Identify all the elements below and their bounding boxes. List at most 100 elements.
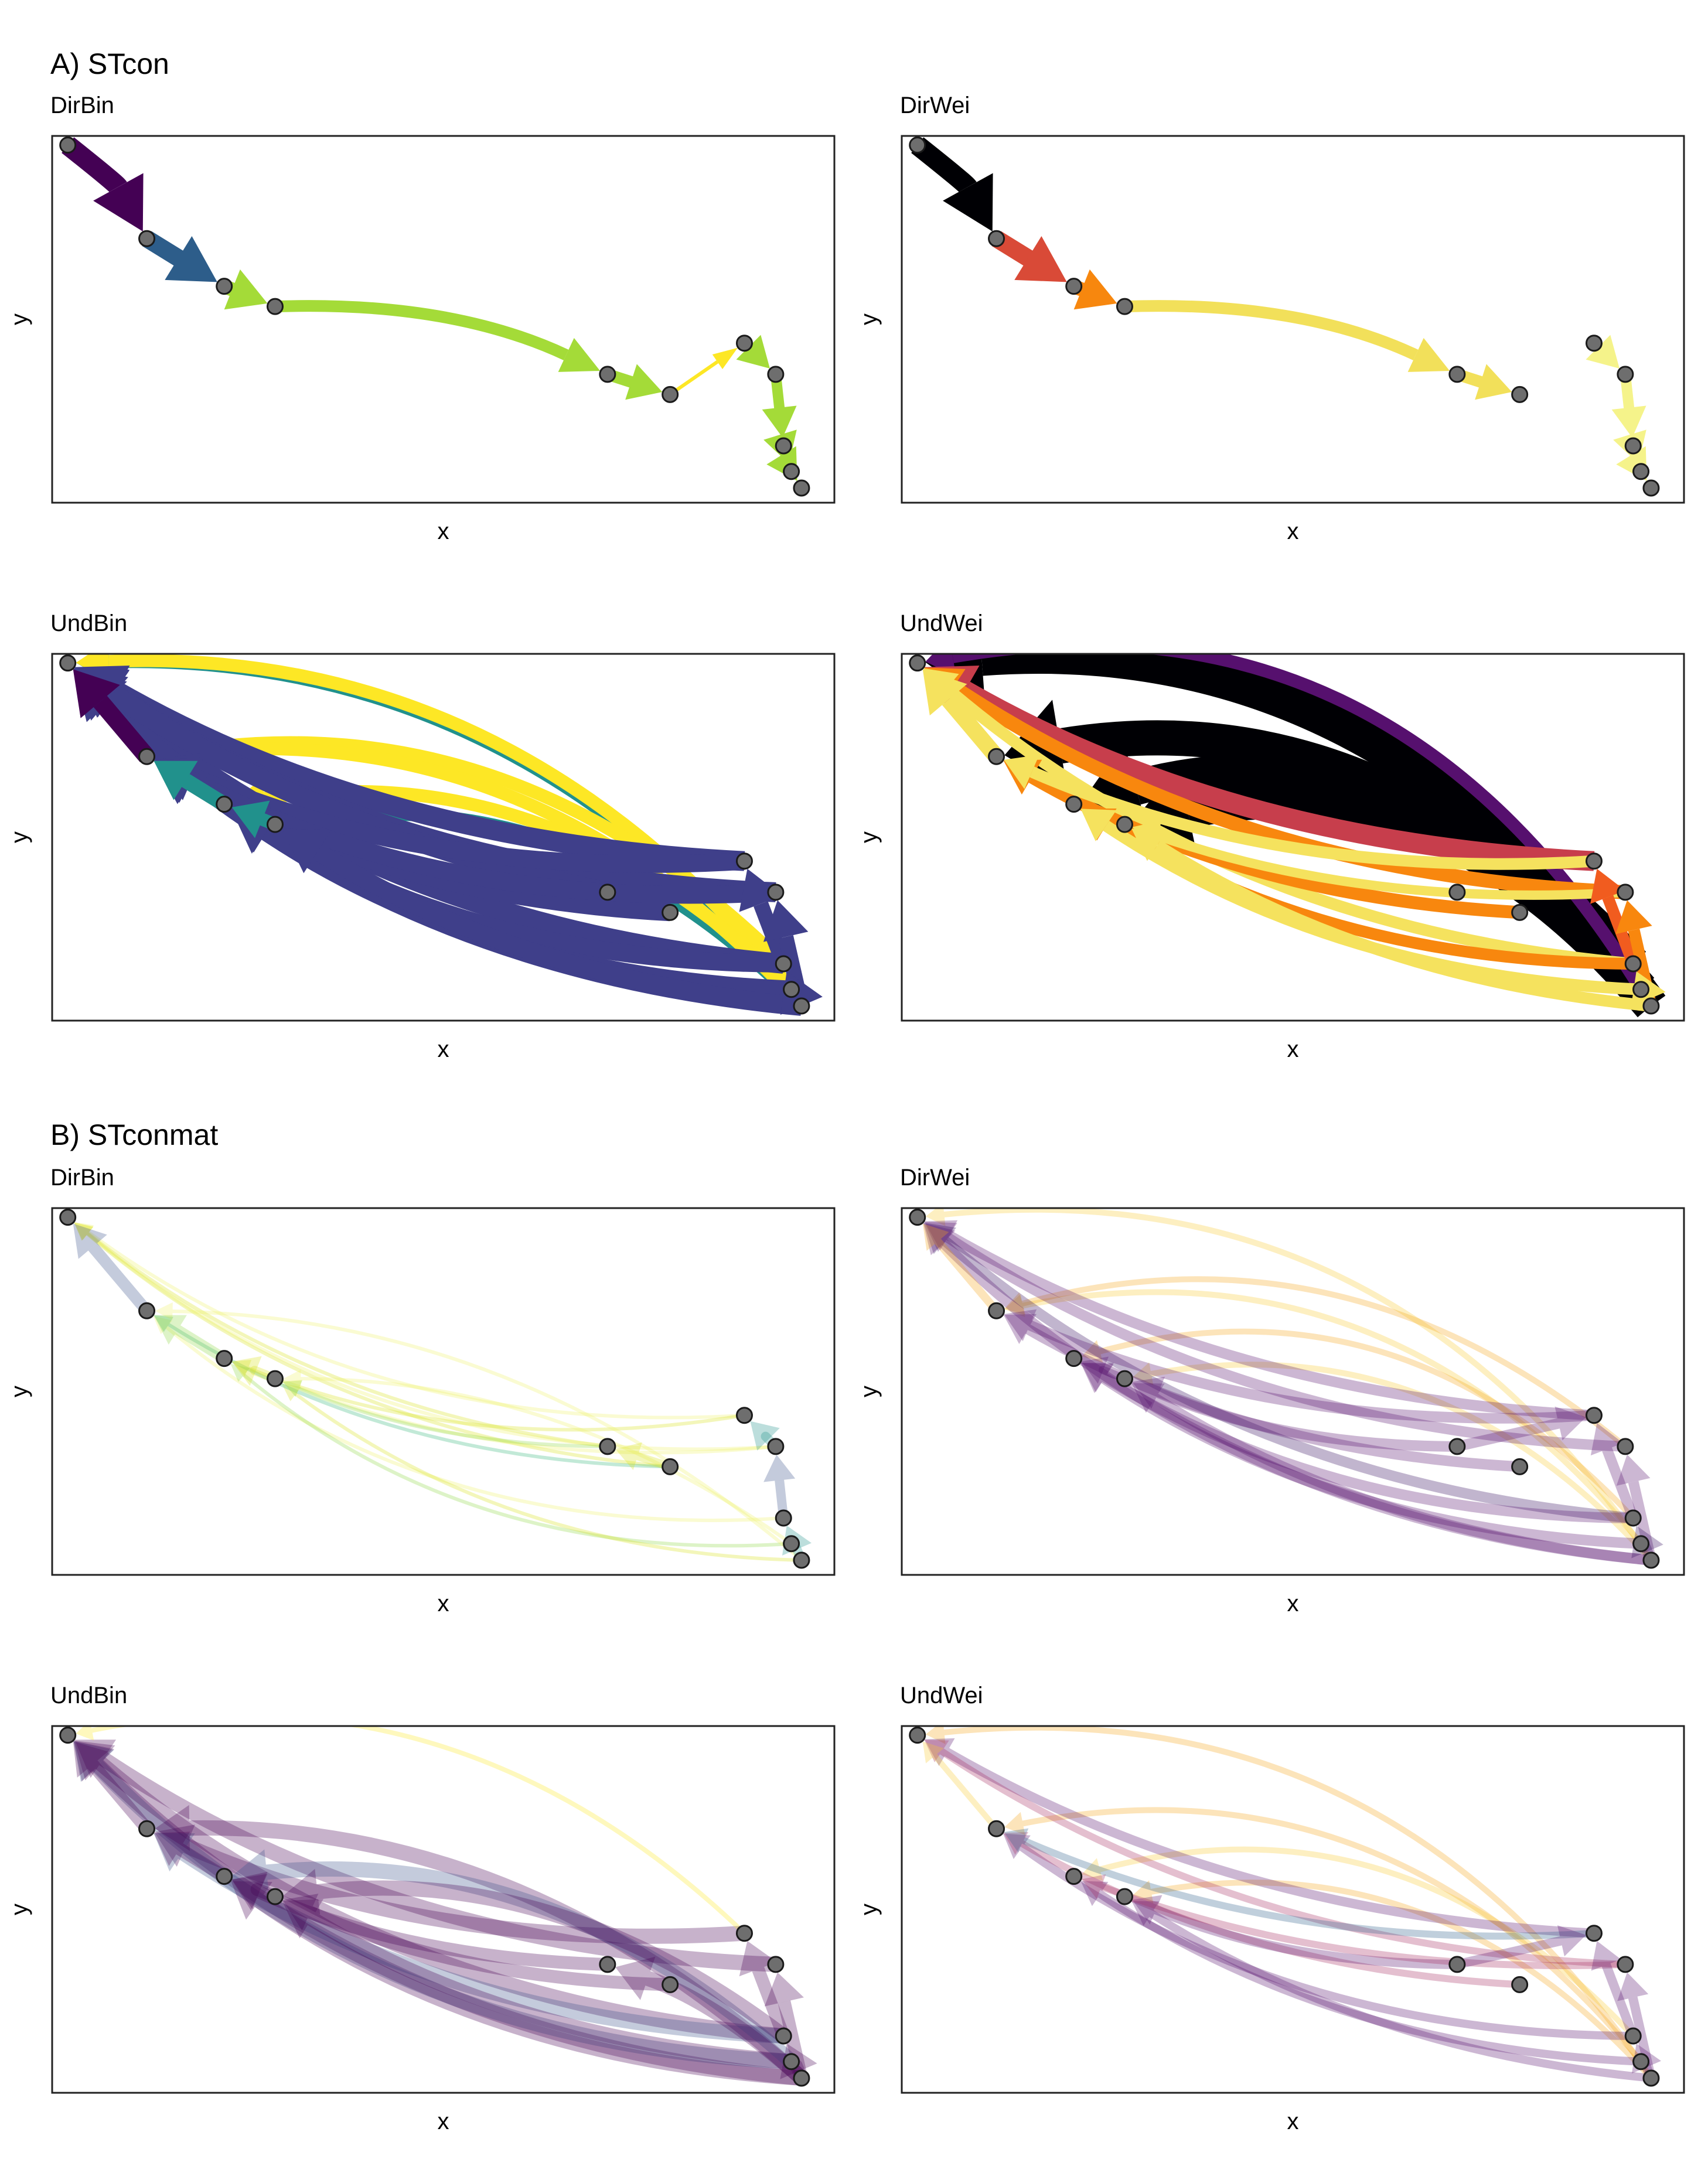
network-edge-arrow xyxy=(73,1223,107,1259)
network-edge xyxy=(1097,1890,1641,2066)
network-plot: xy xyxy=(6,1207,836,1616)
network-node xyxy=(1624,437,1642,455)
network-edge-arrow xyxy=(625,364,663,400)
network-edge-arrow xyxy=(1554,1406,1586,1441)
network-node xyxy=(1116,298,1133,315)
network-edge xyxy=(316,1880,789,2042)
network-edge xyxy=(935,1239,1000,1314)
network-node xyxy=(775,955,792,973)
section-title-b: B) STconmat xyxy=(50,1118,219,1151)
network-edge xyxy=(87,1231,745,1420)
network-node xyxy=(1624,2027,1642,2045)
network-edge-arrow xyxy=(73,669,120,718)
panel-title: UndWei xyxy=(900,1683,983,1708)
network-edge xyxy=(1029,766,1595,870)
network-edge-arrow xyxy=(763,1454,796,1482)
network-edge-arrow xyxy=(558,337,601,372)
network-edge-arrow xyxy=(762,405,797,438)
network-edge-arrow xyxy=(154,1824,195,1867)
network-node xyxy=(793,2069,810,2087)
network-node xyxy=(793,479,810,497)
network-plot: xy xyxy=(856,1725,1685,2134)
network-edge-arrow xyxy=(231,1874,268,1911)
network-edge-arrow xyxy=(74,1222,94,1241)
network-edge-arrow xyxy=(1080,1362,1114,1393)
network-edge-arrow xyxy=(615,1956,656,2000)
x-axis-label: x xyxy=(438,2109,449,2134)
network-edge-arrow xyxy=(1475,364,1512,400)
network-edge-arrow xyxy=(73,1741,114,1782)
y-axis-label: y xyxy=(6,831,32,843)
network-edge xyxy=(88,1243,152,1315)
network-edge-arrow xyxy=(1617,1972,1649,2001)
network-node xyxy=(1617,1956,1634,1973)
network-node xyxy=(1642,2069,1660,2087)
network-plot: xy xyxy=(6,653,836,1062)
network-edge-arrow xyxy=(165,236,217,282)
network-edge-arrow xyxy=(74,1222,94,1241)
network-edge xyxy=(187,742,807,1011)
network-edge-arrow xyxy=(1080,1363,1114,1393)
network-edge xyxy=(1021,1276,1628,1449)
network-edge xyxy=(949,681,1626,899)
network-node xyxy=(909,654,926,672)
y-axis-label: y xyxy=(6,313,32,325)
network-edge xyxy=(99,1752,776,1972)
network-edge xyxy=(1150,1880,1654,2080)
network-node xyxy=(599,884,616,901)
network-edge xyxy=(254,1894,802,2086)
network-node xyxy=(735,1407,753,1424)
network-edge xyxy=(301,1377,793,1546)
network-node xyxy=(1116,1888,1133,1905)
network-edge-arrow xyxy=(712,347,738,370)
network-edge-arrow xyxy=(1611,405,1646,438)
network-node xyxy=(266,298,284,315)
network-edge-arrow xyxy=(1590,868,1625,904)
network-edge-arrow xyxy=(1132,1376,1165,1409)
network-node xyxy=(1585,1925,1603,1942)
network-node xyxy=(1065,1868,1083,1885)
network-edge-arrow xyxy=(1590,1423,1624,1456)
network-node xyxy=(662,903,679,921)
network-node xyxy=(138,748,156,765)
network-node xyxy=(1642,1551,1660,1569)
network-edge xyxy=(1102,1373,1634,1523)
network-edge-arrow xyxy=(1131,1901,1160,1926)
network-node xyxy=(1617,366,1634,383)
network-edge xyxy=(298,1387,608,1448)
x-axis-label: x xyxy=(438,519,449,544)
network-edge-arrow xyxy=(282,1379,302,1397)
network-node xyxy=(783,981,800,998)
network-edge-arrow xyxy=(283,1369,301,1388)
y-axis-label: y xyxy=(856,1386,882,1397)
network-edge-arrow xyxy=(74,1740,117,1778)
plot-frame xyxy=(51,135,836,504)
network-edge xyxy=(1456,1936,1562,1969)
network-node xyxy=(775,2027,792,2045)
network-node xyxy=(216,278,233,295)
network-edge-arrow xyxy=(923,1223,956,1256)
network-edge xyxy=(939,1239,1652,1565)
network-edge-arrow xyxy=(1004,1812,1025,1836)
network-edge-arrow xyxy=(1557,1925,1586,1957)
network-edge xyxy=(178,1846,784,2044)
network-node xyxy=(138,1302,156,1319)
network-edge xyxy=(175,1325,227,1363)
network-node xyxy=(1511,1976,1529,1993)
network-edge-arrow xyxy=(739,868,782,912)
network-node xyxy=(662,1458,679,1475)
network-node xyxy=(783,1535,800,1553)
network-edge-arrow xyxy=(154,1315,173,1332)
network-edge xyxy=(95,1757,785,2044)
network-edge xyxy=(932,1754,999,1831)
network-node xyxy=(783,463,800,480)
network-edge-arrow xyxy=(73,1741,114,1782)
network-edge xyxy=(265,1861,797,2068)
network-edge xyxy=(1022,1289,1644,1546)
network-edge-arrow xyxy=(1586,335,1620,369)
network-edge-arrow xyxy=(763,900,809,942)
network-edge xyxy=(940,1748,1626,1968)
network-edge xyxy=(86,1232,670,1469)
